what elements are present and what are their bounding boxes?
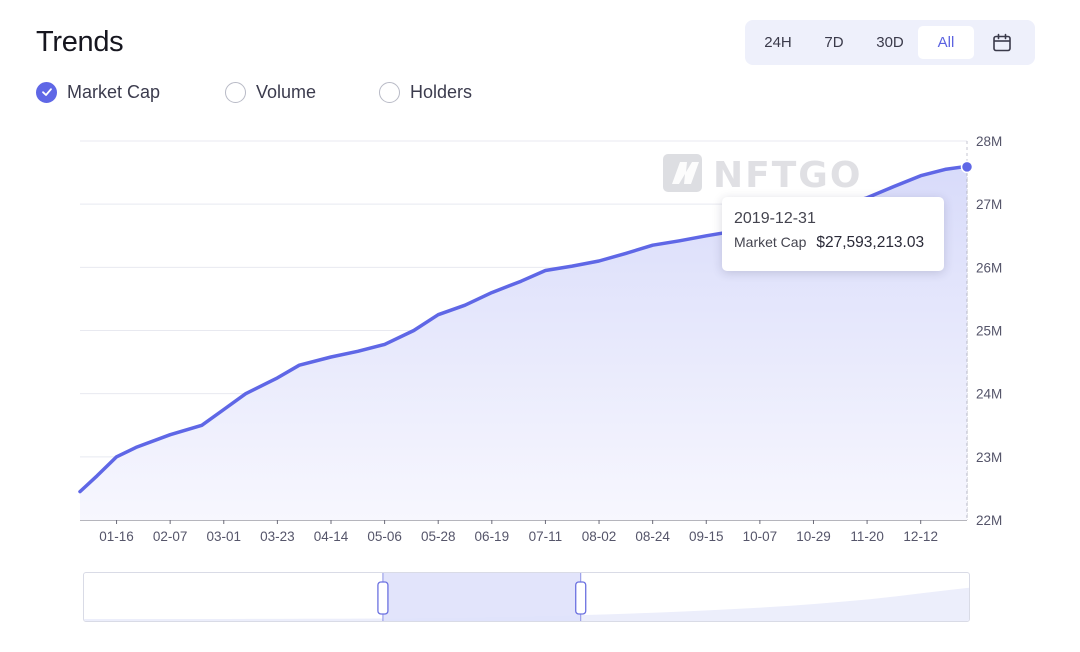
y-tick-label: 25M: [976, 324, 1002, 339]
metric-volume-label: Volume: [256, 81, 317, 102]
radio-unchecked-icon: [225, 81, 246, 103]
x-tick-label: 04-14: [314, 529, 349, 544]
x-tick-label: 10-07: [743, 529, 778, 544]
x-tick-label: 05-28: [421, 529, 456, 544]
calendar-icon[interactable]: [991, 32, 1013, 54]
metric-holders-toggle[interactable]: Holders: [379, 80, 472, 104]
y-tick-label: 22M: [976, 513, 1002, 528]
metric-market-cap-toggle[interactable]: Market Cap: [36, 80, 160, 104]
zoom-preview: [84, 573, 969, 622]
zoom-handle[interactable]: [575, 581, 587, 615]
range-30d-button[interactable]: 30D: [876, 34, 904, 51]
x-tick-label: 09-15: [689, 529, 724, 544]
time-range-selector: 24H 7D 30D All: [745, 20, 1035, 65]
x-tick-label: 06-19: [475, 529, 510, 544]
metric-holders-label: Holders: [410, 81, 473, 102]
watermark-text: NFTGO: [713, 155, 862, 196]
zoom-slider[interactable]: [83, 572, 970, 622]
y-tick-label: 23M: [976, 450, 1002, 465]
x-tick-label: 03-23: [260, 529, 295, 544]
x-tick-label: 08-24: [635, 529, 670, 544]
x-tick-label: 08-02: [582, 529, 617, 544]
x-tick-label: 01-16: [99, 529, 134, 544]
tooltip-date: 2019-12-31: [734, 210, 816, 227]
zoom-preview-area: [84, 587, 969, 621]
x-tick-label: 05-06: [367, 529, 402, 544]
tooltip-label: Market Cap: [734, 234, 807, 250]
x-tick-label: 07-11: [529, 529, 563, 544]
x-tick-label: 10-29: [796, 529, 831, 544]
tooltip-value: $27,593,213.03: [816, 234, 925, 251]
y-tick-label: 24M: [976, 387, 1002, 402]
x-tick-label: 03-01: [207, 529, 242, 544]
metric-volume-toggle[interactable]: Volume: [225, 80, 316, 104]
metric-market-cap-label: Market Cap: [67, 81, 161, 102]
zoom-selected-window[interactable]: [382, 573, 581, 622]
y-tick-label: 27M: [976, 197, 1002, 212]
nftgo-watermark: NFTGO: [663, 154, 862, 196]
range-7d-button[interactable]: 7D: [824, 34, 844, 51]
checked-icon: [36, 81, 57, 103]
x-tick-label: 12-12: [903, 529, 938, 544]
y-tick-label: 28M: [976, 134, 1002, 149]
radio-unchecked-icon: [379, 81, 400, 103]
range-24h-button[interactable]: 24H: [764, 34, 792, 51]
x-tick-label: 02-07: [153, 529, 188, 544]
chart-tooltip: 2019-12-31 Market Cap $27,593,213.03: [722, 197, 944, 271]
x-tick-label: 11-20: [850, 529, 884, 544]
highlighted-point[interactable]: [960, 160, 974, 174]
page-title: Trends: [36, 26, 124, 58]
y-tick-label: 26M: [976, 260, 1002, 275]
range-all-button[interactable]: All: [918, 26, 974, 59]
zoom-handle[interactable]: [377, 581, 389, 615]
